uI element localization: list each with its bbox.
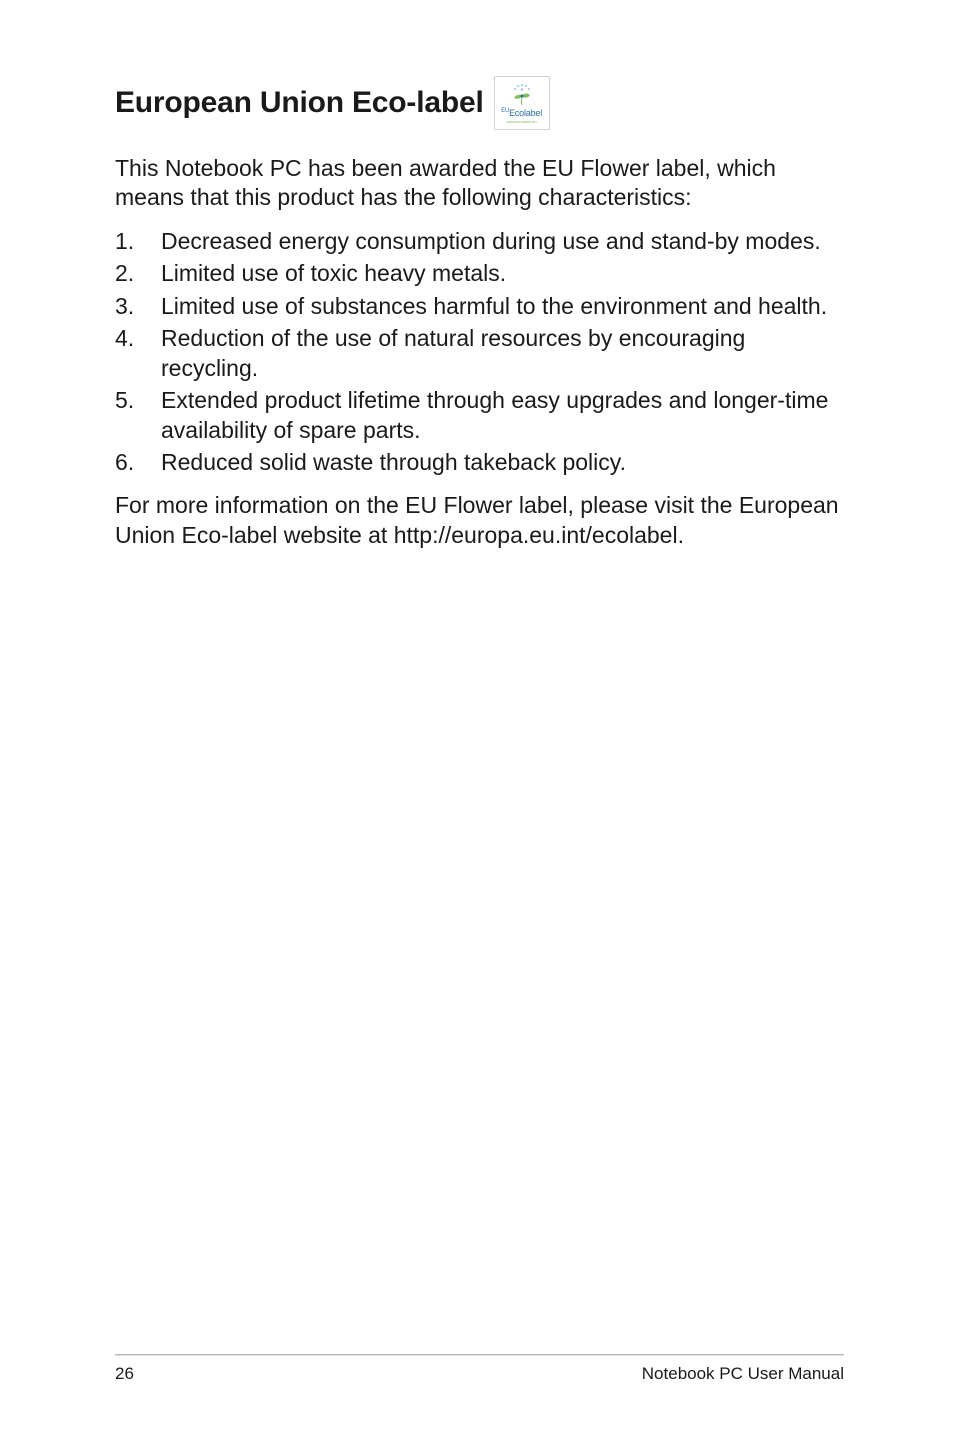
footer-divider — [115, 1354, 844, 1356]
closing-paragraph: For more information on the EU Flower la… — [115, 491, 844, 550]
characteristics-list: Decreased energy consumption during use … — [115, 227, 844, 478]
heading-row: European Union Eco-label € EUEcolabel ww… — [115, 76, 844, 130]
ecolabel-badge: € EUEcolabel www.ecolabel.eu — [494, 76, 550, 130]
intro-paragraph: This Notebook PC has been awarded the EU… — [115, 154, 844, 213]
page-content: European Union Eco-label € EUEcolabel ww… — [0, 0, 954, 550]
ecolabel-url: www.ecolabel.eu — [507, 119, 537, 124]
svg-text:€: € — [521, 88, 523, 92]
list-item: Limited use of toxic heavy metals. — [115, 259, 844, 288]
list-item: Extended product lifetime through easy u… — [115, 386, 844, 445]
list-item: Decreased energy consumption during use … — [115, 227, 844, 256]
footer-row: 26 Notebook PC User Manual — [115, 1364, 844, 1384]
page-title: European Union Eco-label — [115, 86, 484, 120]
page-footer: 26 Notebook PC User Manual — [115, 1354, 844, 1384]
list-item: Reduced solid waste through takeback pol… — [115, 448, 844, 477]
list-item: Reduction of the use of natural resource… — [115, 324, 844, 383]
list-item: Limited use of substances harmful to the… — [115, 292, 844, 321]
ecolabel-flower-icon: € — [507, 82, 537, 108]
page-number: 26 — [115, 1364, 134, 1384]
ecolabel-text: EUEcolabel — [501, 108, 542, 118]
footer-title: Notebook PC User Manual — [642, 1364, 844, 1384]
